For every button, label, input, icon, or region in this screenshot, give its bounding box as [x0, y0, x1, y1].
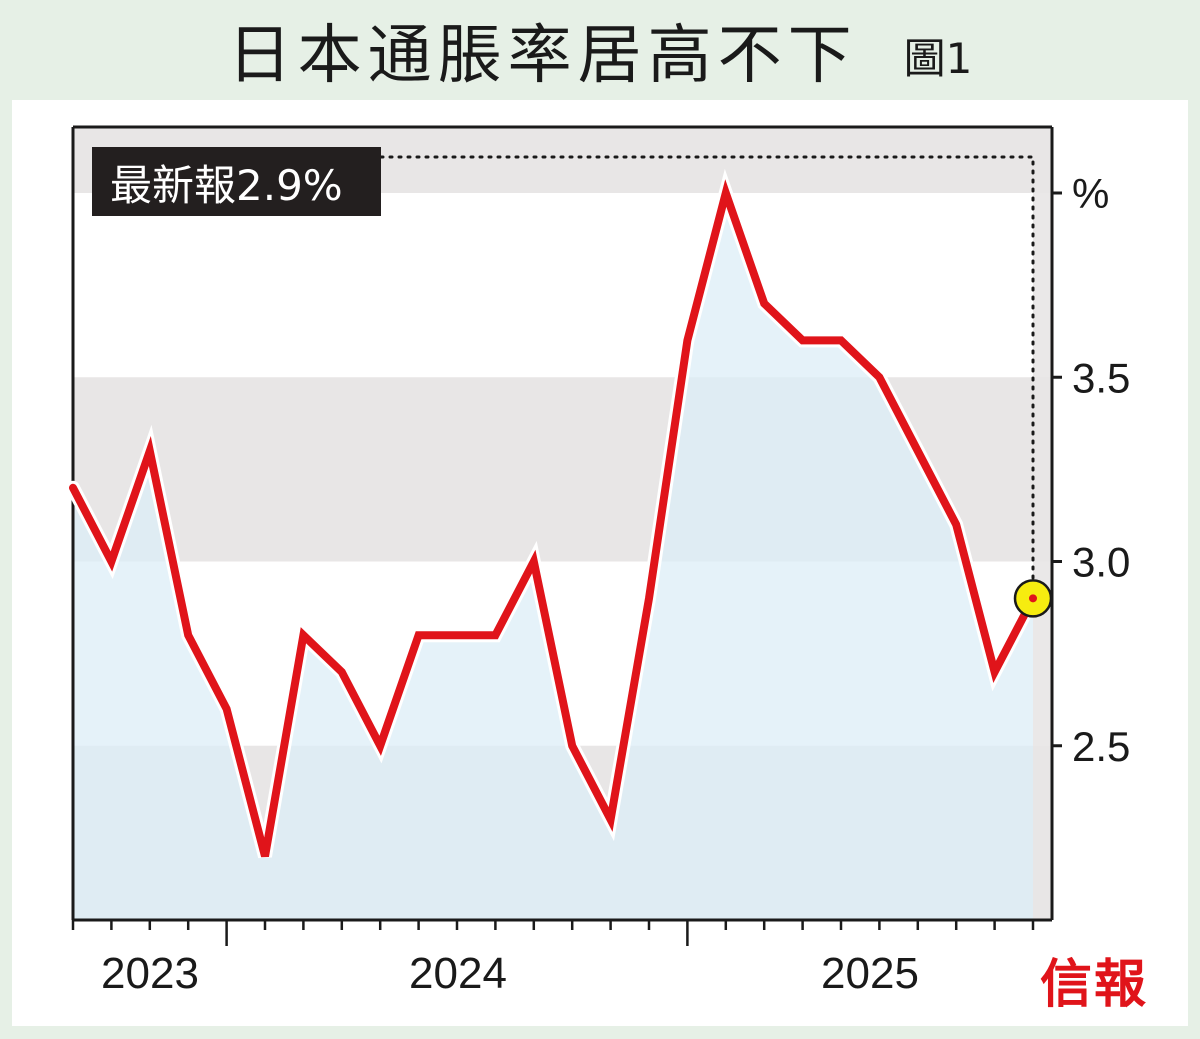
grid-band — [1033, 127, 1052, 920]
x-tick-label: 2023 — [101, 949, 199, 998]
x-tick-label: 2025 — [821, 949, 919, 998]
chart-title: 日本通脹率居高不下 — [227, 19, 858, 93]
title-bar: 日本通脹率居高不下 圖1 — [0, 0, 1200, 100]
x-tick-label: 2024 — [409, 949, 507, 998]
figure-label: 圖1 — [903, 33, 973, 83]
y-tick-label: % — [1072, 170, 1109, 217]
y-tick-label: 2.5 — [1072, 723, 1130, 770]
latest-guide-line — [379, 155, 1035, 582]
y-axis: 2.5 3.0 3.5% — [1052, 170, 1130, 770]
y-tick-label: 3.0 — [1072, 539, 1130, 586]
axes — [71, 125, 1054, 922]
x-axis: 2023 2024 2025 — [71, 920, 1035, 998]
brand-logo: 信報 — [1040, 954, 1149, 1015]
latest-value-label: 最新報2.9% — [110, 161, 343, 210]
latest-box-bg — [92, 147, 381, 216]
latest-value-box: 最新報2.9% — [92, 147, 381, 216]
y-tick-label: 3.5 — [1072, 354, 1130, 401]
latest-guide — [379, 155, 1035, 582]
data-points — [1013, 579, 1053, 618]
area-fill — [73, 193, 1033, 920]
latest-marker-dot — [1029, 594, 1037, 603]
series-line — [69, 179, 1037, 858]
